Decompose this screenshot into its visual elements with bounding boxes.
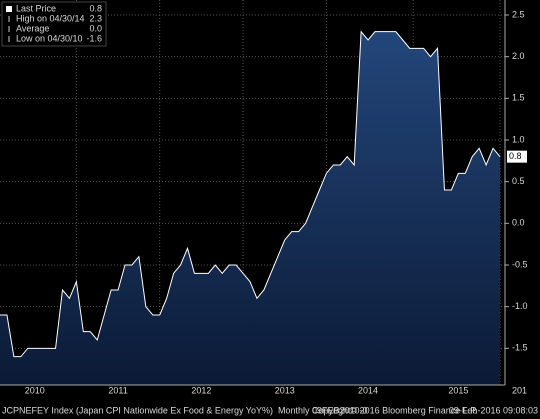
x-tick-label: 2010 [25,385,45,395]
legend-label: Average [16,23,49,33]
line [0,30,501,358]
last-price-tag [507,150,527,163]
legend-swatch [6,6,12,12]
plot-area: 2.5 2.0 1.5 1.0 0.5 0.0 -0.5 -1.0 -1.5 2010 2011 20… [0,0,528,395]
legend-value: -1.6 [86,33,102,43]
y-tick-label: 2.0 [512,51,525,61]
legend-label: Last Price [16,3,56,13]
y-tick-label: 0.5 [512,176,525,186]
area [0,31,500,385]
legend: Last Price 0.8 High on 04/30/14 2.3 Average 0… [1,1,107,47]
x-tick-label: 2013 [275,385,295,395]
footer-mid: Copyright© 2016 Bloomberg Finance L.P. [312,405,478,415]
y-tick-label: 1.0 [512,134,525,144]
legend-value: 0.0 [89,23,102,33]
y-tick-label: -1.0 [512,301,528,311]
legend-label: Low on 04/30/10 [16,33,83,43]
y-tick-label: -0.5 [512,259,528,269]
x-cut-label: 201 [512,385,527,395]
legend-value: 0.8 [89,3,102,13]
legend-value: 2.3 [89,13,102,23]
last-price-label: 0.8 [509,151,522,161]
x-tick-label: 2011 [108,385,127,395]
x-tick-label: 2015 [448,385,468,395]
y-tick-label: 2.5 [512,9,525,19]
x-tick-label: 2014 [358,385,378,395]
legend-box [1,1,107,47]
y-tick-label: 0.0 [512,218,525,228]
y-tick-label: 1.5 [512,93,525,103]
y-tick-label: -1.5 [512,343,528,353]
footer-left: JCPNEFEY Index (Japan CPI Nationwide Ex … [2,405,368,415]
x-tick-label: 2012 [191,385,211,395]
footer-right: 09-Feb-2016 09:08:03 [449,405,538,415]
legend-label: High on 04/30/14 [16,13,85,23]
